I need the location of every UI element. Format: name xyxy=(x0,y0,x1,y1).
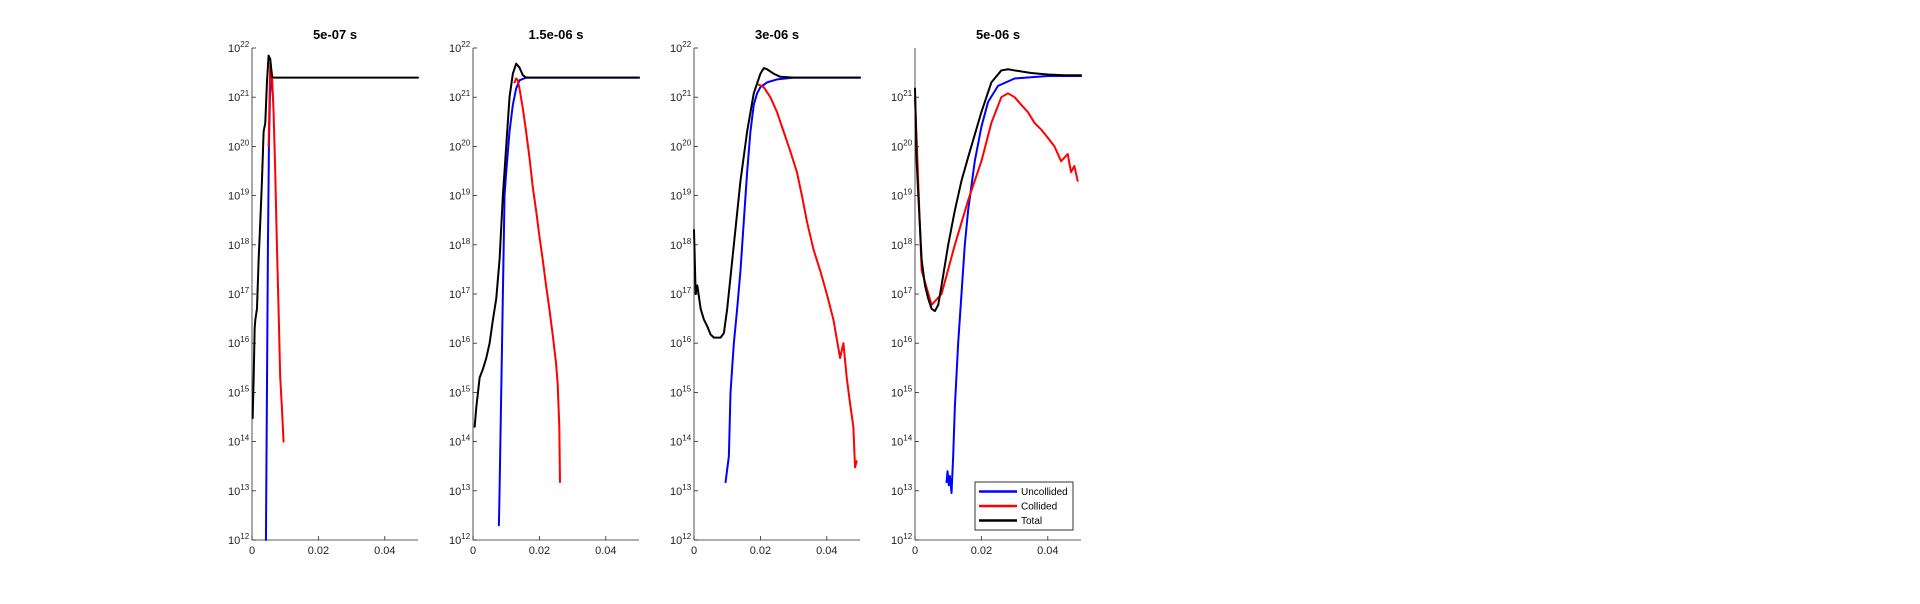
panel-3-y-tick-label: 1017 xyxy=(670,286,692,301)
panel-2-y-tick-label: 1018 xyxy=(449,237,471,252)
panel-4-y-tick-label: 1020 xyxy=(891,138,913,153)
panel-1-y-tick-label: 1019 xyxy=(228,188,250,203)
panel-3-x-tick-label: 0.04 xyxy=(816,545,837,557)
panel-2-x-tick-label: 0.02 xyxy=(529,545,550,557)
panel-4-title: 5e-06 s xyxy=(976,27,1020,42)
panel-3-x-tick-label: 0.02 xyxy=(750,545,771,557)
panel-4-y-tick-label: 1016 xyxy=(891,335,913,350)
panel-3-series-uncollided xyxy=(724,76,861,484)
panel-3-y-tick-label: 1019 xyxy=(670,188,692,203)
panel-3-title: 3e-06 s xyxy=(755,27,799,42)
panel-2-y-tick-label: 1021 xyxy=(449,89,471,104)
panel-4-y-tick-label: 1017 xyxy=(891,286,913,301)
panel-4-series-collided xyxy=(914,92,1079,306)
panel-3-y-tick-label: 1013 xyxy=(670,483,692,498)
panel-4-y-tick-label: 1014 xyxy=(891,434,913,449)
panel-3-y-tick-label: 1015 xyxy=(670,384,692,399)
panel-1-y-tick-label: 1017 xyxy=(228,286,250,301)
panel-2-series-total xyxy=(473,62,640,428)
panel-2-y-tick-label: 1013 xyxy=(449,483,471,498)
panel-3-y-tick-label: 1014 xyxy=(670,434,692,449)
panel-3-x-tick-label: 0 xyxy=(691,545,697,557)
panel-2-x-tick-label: 0.04 xyxy=(595,545,616,557)
panel-1-series-total xyxy=(251,54,419,420)
legend-label-total: Total xyxy=(1021,516,1042,527)
panel-1-y-tick-label: 1013 xyxy=(228,483,250,498)
panel-3-y-tick-label: 1021 xyxy=(670,89,692,104)
legend-label-uncollided: Uncollided xyxy=(1021,487,1068,498)
legend: Uncollided Collided Total xyxy=(974,481,1074,531)
panel-1-x-tick-label: 0.04 xyxy=(374,545,395,557)
panel-3-y-tick-label: 1020 xyxy=(670,138,692,153)
panel-4-x-tick-label: 0 xyxy=(912,545,918,557)
panel-4-series-total xyxy=(914,68,1082,313)
panel-2-y-tick-label: 1017 xyxy=(449,286,471,301)
panel-3-y-tick-label: 1016 xyxy=(670,335,692,350)
panel-1-x-tick-label: 0.02 xyxy=(308,545,329,557)
panel-2-y-tick-label: 1015 xyxy=(449,384,471,399)
panel-3-y-tick-label: 1012 xyxy=(670,532,692,547)
panel-4-y-tick-label: 1019 xyxy=(891,188,913,203)
panel-3-series-collided xyxy=(757,83,858,469)
panel-4-y-tick-label: 1013 xyxy=(891,483,913,498)
panel-1-y-tick-label: 1018 xyxy=(228,237,250,252)
panel-1-y-tick-label: 1012 xyxy=(228,532,250,547)
panel-2-y-tick-label: 1020 xyxy=(449,138,471,153)
panel-2-x-tick-label: 0 xyxy=(470,545,476,557)
panel-4: 5e-06 s 0 0.02 0.04 1012 1013 1014 1015 1016 1017… xyxy=(891,27,1082,557)
panel-4-y-tick-label: 1012 xyxy=(891,532,913,547)
legend-label-collided: Collided xyxy=(1021,502,1057,513)
panel-4-y-tick-label: 1021 xyxy=(891,89,913,104)
panel-3-series-total xyxy=(693,67,861,339)
panel-2-y-tick-label: 1022 xyxy=(449,40,471,55)
panel-4-x-tick-label: 0.02 xyxy=(971,545,992,557)
panel-1-title: 5e-07 s xyxy=(313,27,357,42)
panel-2-y-tick-label: 1019 xyxy=(449,188,471,203)
panel-3-y-tick-label: 1018 xyxy=(670,237,692,252)
panel-1-y-tick-label: 1020 xyxy=(228,138,250,153)
panel-2-series-collided xyxy=(513,77,561,484)
panel-4-y-tick-label: 1018 xyxy=(891,237,913,252)
panels: 5e-07 s 0 0.02 0.04 1012 1013 1014 1015 1016 1017… xyxy=(228,27,1082,557)
panel-1: 5e-07 s 0 0.02 0.04 1012 1013 1014 1015 1016 1017… xyxy=(228,27,419,557)
panel-2-y-tick-label: 1012 xyxy=(449,532,471,547)
panel-1-x-tick-label: 0 xyxy=(249,545,255,557)
panel-2-title: 1.5e-06 s xyxy=(529,27,584,42)
panel-2-y-tick-label: 1016 xyxy=(449,335,471,350)
panel-4-series-uncollided xyxy=(945,74,1082,495)
panel-2: 1.5e-06 s 0 0.02 0.04 1012 1013 1014 1015 1016 10… xyxy=(449,27,640,557)
panel-1-series-collided xyxy=(267,61,285,443)
panel-2-series-uncollided xyxy=(497,76,640,527)
panel-1-y-tick-label: 1016 xyxy=(228,335,250,350)
panel-1-y-tick-label: 1021 xyxy=(228,89,250,104)
panel-1-y-tick-label: 1015 xyxy=(228,384,250,399)
panel-3: 3e-06 s 0 0.02 0.04 1012 1013 1014 1015 1016 1017… xyxy=(670,27,861,557)
panel-1-y-tick-label: 1014 xyxy=(228,434,250,449)
panel-4-y-tick-label: 1015 xyxy=(891,384,913,399)
panel-4-x-tick-label: 0.04 xyxy=(1037,545,1058,557)
panel-3-y-tick-label: 1022 xyxy=(670,40,692,55)
panel-1-y-tick-label: 1022 xyxy=(228,40,250,55)
panel-2-y-tick-label: 1014 xyxy=(449,434,471,449)
